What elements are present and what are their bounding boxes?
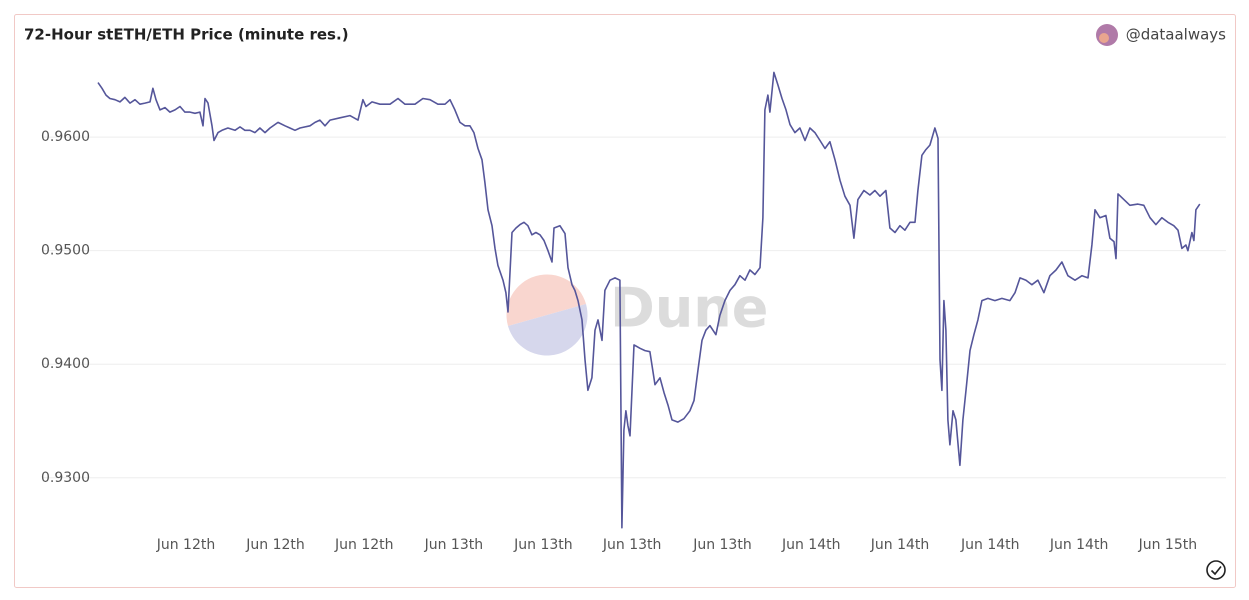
check-circle: [1206, 560, 1226, 580]
logo-bottom: [508, 304, 588, 356]
x-tick-label: Jun 13th: [513, 537, 573, 553]
x-tick-label: Jun 12th: [156, 537, 216, 553]
avatar-detail: [1099, 33, 1109, 43]
watermark-logo: [506, 274, 588, 356]
price-line: [97, 71, 1201, 529]
x-tick-label: Jun 14th: [781, 537, 841, 553]
plot: 0.9300 0.9400 0.9500 0.9600 Jun 12th Jun 12th…: [41, 71, 1226, 553]
card: [14, 14, 1236, 588]
logo-top: [506, 274, 586, 326]
check-mark: [1210, 566, 1222, 576]
x-tick-label: Jun 14th: [960, 537, 1020, 553]
x-tick-label: Jun 15th: [1138, 537, 1198, 553]
author[interactable]: @dataalways: [1126, 26, 1226, 44]
chart-title: 72-Hour stETH/ETH Price (minute res.): [24, 26, 349, 44]
watermark: Dune: [610, 277, 768, 340]
x-tick-label: Jun 14th: [870, 537, 930, 553]
x-tick-label: Jun 14th: [1049, 537, 1109, 553]
x-tick-label: Jun 13th: [692, 537, 752, 553]
y-tick-label: 0.9600: [41, 129, 90, 145]
x-tick-label: Jun 13th: [424, 537, 484, 553]
y-tick-label: 0.9300: [41, 470, 90, 486]
x-tick-label: Jun 12th: [334, 537, 394, 553]
x-tick-label: Jun 13th: [602, 537, 662, 553]
y-tick-label: 0.9400: [41, 356, 90, 372]
x-tick-label: Jun 12th: [245, 537, 305, 553]
y-tick-label: 0.9500: [41, 243, 90, 259]
check-icon[interactable]: [1206, 560, 1226, 580]
